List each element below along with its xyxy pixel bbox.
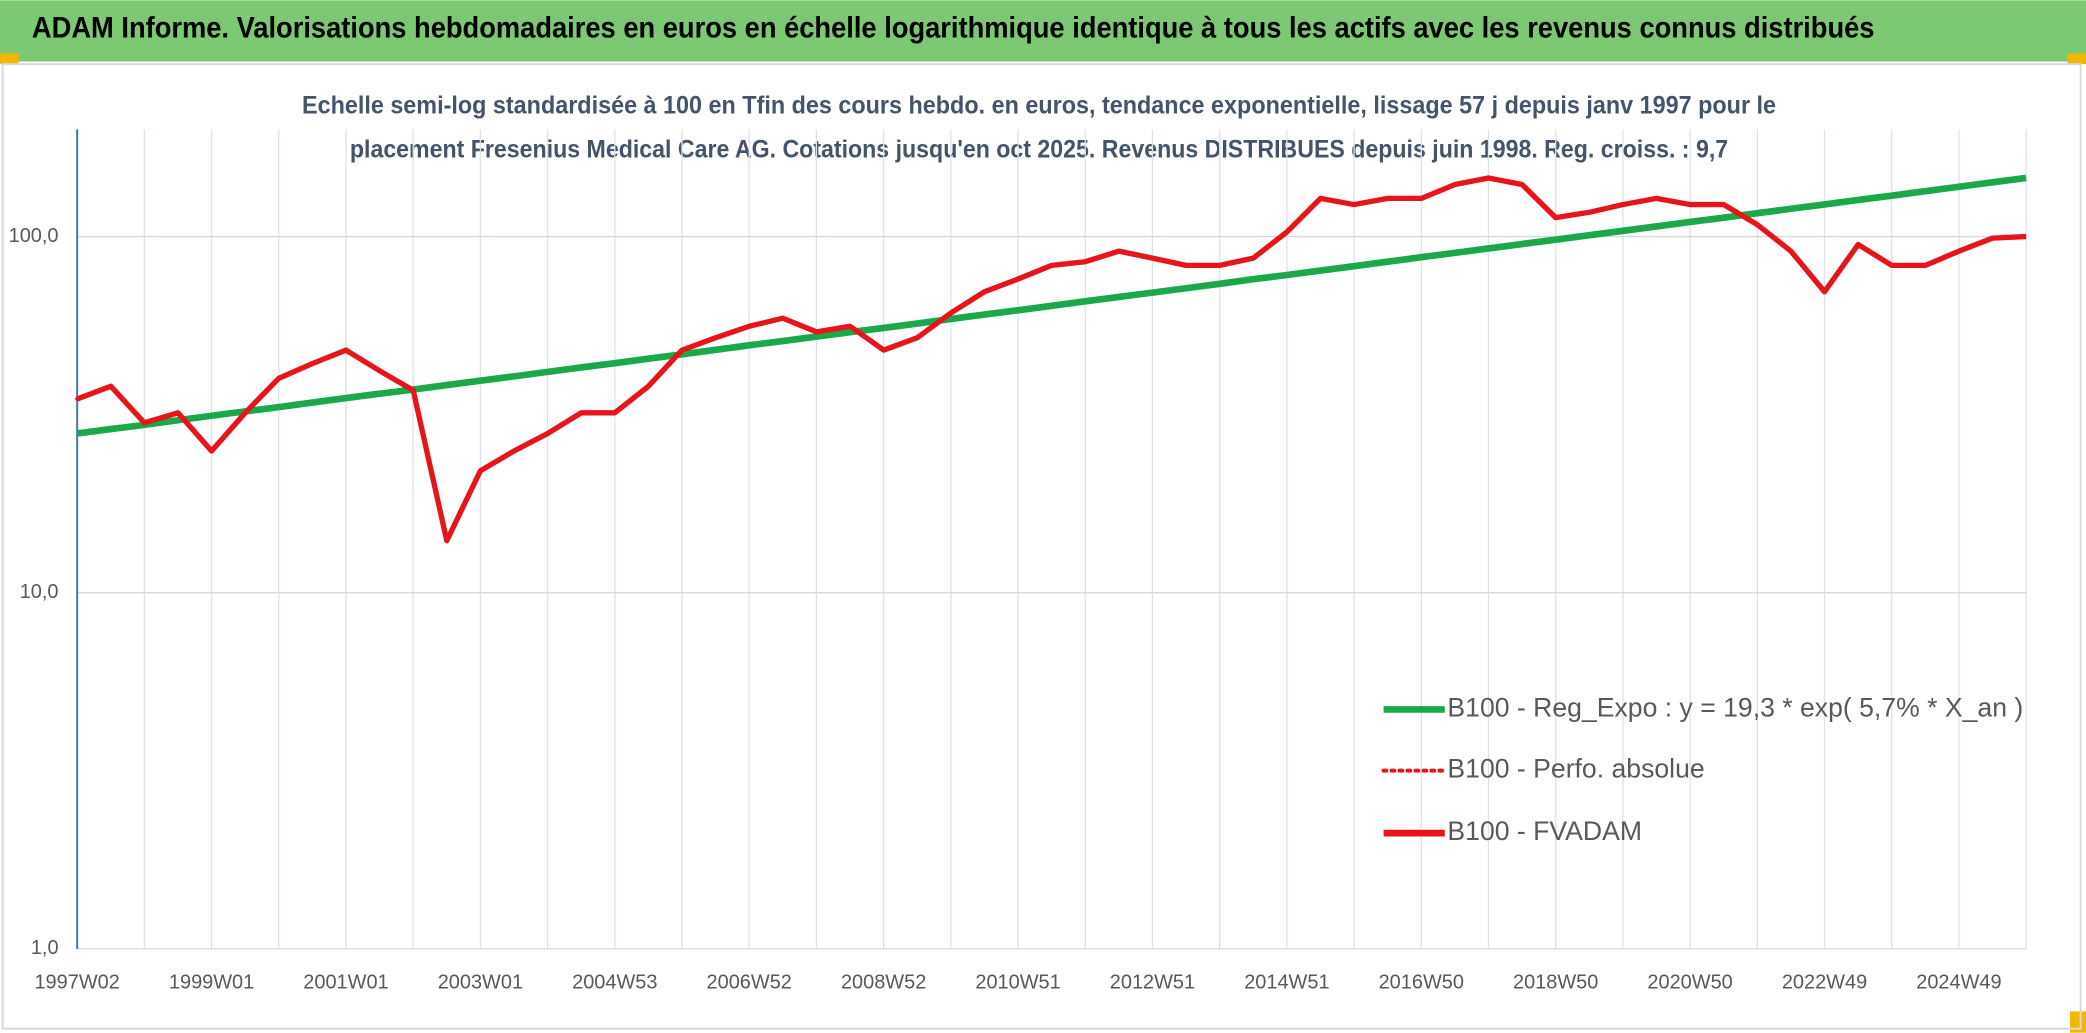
chart-subtitle: placement Fresenius Medical Care AG. Cot… [350,135,1728,163]
x-tick-label: 2014W51 [1244,972,1329,994]
x-tick-label: 1997W02 [34,972,119,994]
x-tick-label: 2016W50 [1379,972,1464,994]
x-tick-label: 2006W52 [707,972,792,994]
x-tick-label: 1999W01 [169,972,254,994]
chart-subtitle: Echelle semi-log standardisée à 100 en T… [302,91,1776,119]
x-tick-label: 2020W50 [1647,972,1732,994]
x-tick-label: 2012W51 [1110,972,1195,994]
legend-label: B100 - FVADAM [1447,816,1642,846]
legend-label: B100 - Perfo. absolue [1447,754,1704,784]
corner [2070,1011,2086,1033]
series-line [76,175,2027,544]
x-tick-label: 2010W51 [975,972,1060,994]
corner [0,53,19,65]
legend-item: B100 - Perfo. absolue [1381,754,1705,784]
y-tick-label: 100,0 [9,225,59,247]
series-line [76,174,2027,437]
chart-title: ADAM Informe. Valorisations hebdomadaire… [32,12,1875,44]
legend-label: B100 - Reg_Expo : y = 19,3 * exp( 5,7% *… [1447,692,2023,722]
x-tick-label: 2003W01 [438,972,523,994]
x-tick-label: 2008W52 [841,972,926,994]
frame [1,63,2082,1030]
x-tick-label: 2004W53 [572,972,657,994]
y-tick-label: 1,0 [31,937,59,959]
x-tick-label: 2018W50 [1513,972,1598,994]
header-bar [0,0,2086,62]
y-tick-label: 10,0 [20,581,59,603]
corner [2067,53,2086,65]
plot-area: 1997W02 1999W01 2001W01 2003W01 2004W53 2006W… [9,129,2029,994]
x-tick-label: 2024W49 [1916,972,2001,994]
x-tick-label: 2022W49 [1782,972,1867,994]
legend-item: B100 - FVADAM [1383,816,1642,846]
x-tick-label: 2001W01 [303,972,388,994]
legend-item: B100 - Reg_Expo : y = 19,3 * exp( 5,7% *… [1383,692,2023,722]
